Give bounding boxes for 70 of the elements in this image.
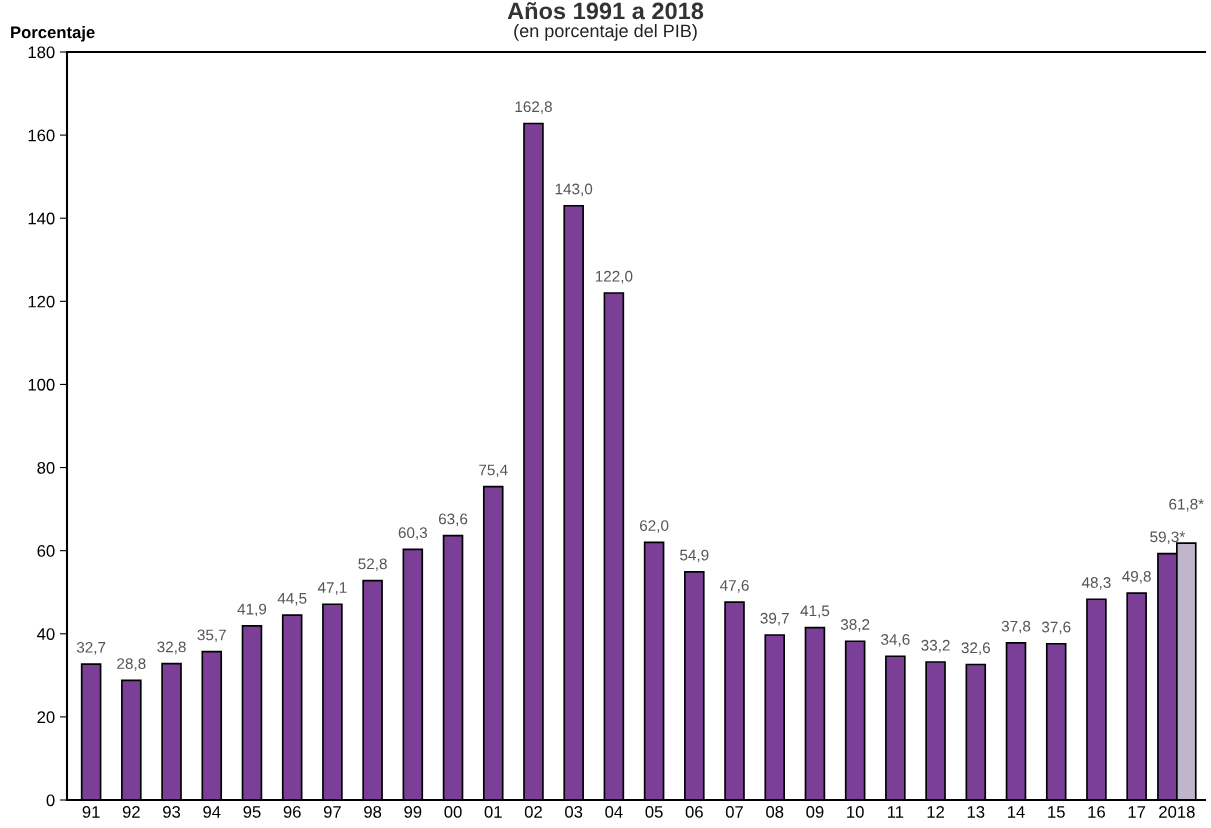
y-tick-label: 100 xyxy=(28,378,55,391)
data-label: 63,6 xyxy=(438,513,468,527)
x-tick-label: 03 xyxy=(565,806,583,818)
x-tick-label: 04 xyxy=(605,806,623,818)
data-label: 37,8 xyxy=(1001,620,1031,634)
chart-title: Años 1991 a 2018 xyxy=(507,2,704,20)
x-tick-label: 97 xyxy=(323,806,341,818)
x-tick-label: 96 xyxy=(283,806,301,818)
y-tick-label: 60 xyxy=(37,545,55,557)
x-tick-label: 05 xyxy=(645,806,663,818)
x-tick-label: 01 xyxy=(484,806,502,818)
data-label: 162,8 xyxy=(515,101,552,114)
data-label: 38,2 xyxy=(840,619,870,632)
y-tick-label: 0 xyxy=(46,794,55,807)
x-tick-label: 91 xyxy=(82,806,100,818)
data-label: 28,8 xyxy=(117,658,146,671)
data-label: 44,5 xyxy=(277,593,307,606)
x-tick-label: 11 xyxy=(887,806,904,818)
x-tick-label: 06 xyxy=(685,806,703,818)
data-label: 75,4 xyxy=(479,464,508,478)
data-label: 48,3 xyxy=(1081,577,1111,590)
y-tick-label: 20 xyxy=(37,711,55,724)
x-tick-label: 93 xyxy=(163,806,181,818)
x-tick-label: 14 xyxy=(1008,806,1025,818)
data-label: 34,6 xyxy=(881,634,910,647)
data-label: 41,5 xyxy=(800,605,830,618)
x-tick-label: 12 xyxy=(927,806,945,818)
data-label: 122,0 xyxy=(595,270,633,284)
chart-subtitle: (en porcentaje del PIB) xyxy=(514,24,697,41)
x-tick-label: 13 xyxy=(967,806,985,818)
x-tick-label: 02 xyxy=(524,806,542,818)
data-label: 41,9 xyxy=(237,603,267,617)
x-tick-label: 15 xyxy=(1048,806,1065,818)
y-tick-label: 140 xyxy=(28,212,55,225)
x-tick-label: 99 xyxy=(404,806,422,818)
data-label: 52,8 xyxy=(358,558,387,572)
data-label: 60,3 xyxy=(398,527,428,540)
y-tick-label: 180 xyxy=(28,46,55,59)
x-tick-label: 17 xyxy=(1128,806,1146,818)
data-label: 61,8* xyxy=(1169,498,1204,512)
y-tick-label: 120 xyxy=(28,295,55,308)
x-tick-label: 16 xyxy=(1088,806,1105,818)
data-label: 37,6 xyxy=(1041,621,1071,635)
x-tick-label: 09 xyxy=(806,806,824,818)
y-axis-title: Porcentaje xyxy=(11,26,95,42)
x-tick-label: 92 xyxy=(122,806,140,818)
x-tick-label: 2018 xyxy=(1159,806,1195,818)
x-tick-label: 94 xyxy=(203,806,221,818)
data-label: 49,8 xyxy=(1122,570,1151,584)
data-label: 54,9 xyxy=(680,549,709,563)
data-label: 35,7 xyxy=(197,629,226,643)
data-label: 32,7 xyxy=(76,641,106,655)
data-label: 59,3* xyxy=(1150,531,1186,545)
x-tick-label: 00 xyxy=(444,806,462,818)
x-tick-label: 10 xyxy=(847,806,864,818)
data-label: 32,8 xyxy=(157,641,186,655)
data-label: 143,0 xyxy=(555,183,593,197)
data-label: 62,0 xyxy=(640,520,669,533)
y-tick-label: 160 xyxy=(28,129,55,142)
x-tick-label: 08 xyxy=(766,806,784,818)
x-tick-label: 07 xyxy=(725,806,743,818)
data-label: 47,1 xyxy=(317,582,347,595)
x-tick-label: 98 xyxy=(364,806,382,818)
x-tick-label: 95 xyxy=(243,806,261,818)
data-label: 32,6 xyxy=(961,642,990,655)
y-tick-label: 80 xyxy=(37,461,55,474)
y-tick-label: 40 xyxy=(37,628,55,640)
data-label: 33,2 xyxy=(921,639,950,653)
data-label: 47,6 xyxy=(720,580,749,593)
data-label: 39,7 xyxy=(760,612,789,626)
